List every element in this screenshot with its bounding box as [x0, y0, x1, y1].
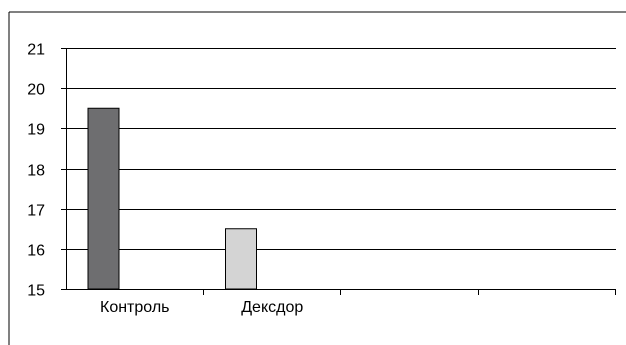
bars	[87, 107, 257, 290]
x-tick-label: Контроль	[100, 299, 170, 316]
y-tick-label: 19	[27, 122, 45, 139]
y-tick-label: 18	[27, 163, 45, 180]
bar-2	[225, 228, 257, 290]
y-tick-label: 17	[27, 203, 45, 220]
bar-1	[87, 107, 120, 290]
y-tick-label: 15	[27, 283, 45, 300]
y-tick-label: 21	[27, 42, 45, 59]
y-tick-label: 16	[27, 243, 45, 260]
x-tick-labels: Контроль Дексдор	[100, 299, 303, 316]
gridlines	[66, 48, 616, 250]
x-tick-label: Дексдор	[241, 299, 303, 316]
axes	[61, 48, 616, 295]
y-tick-labels: 15 16 17 18 19 20 21	[27, 42, 45, 300]
y-tick-label: 20	[27, 82, 45, 99]
